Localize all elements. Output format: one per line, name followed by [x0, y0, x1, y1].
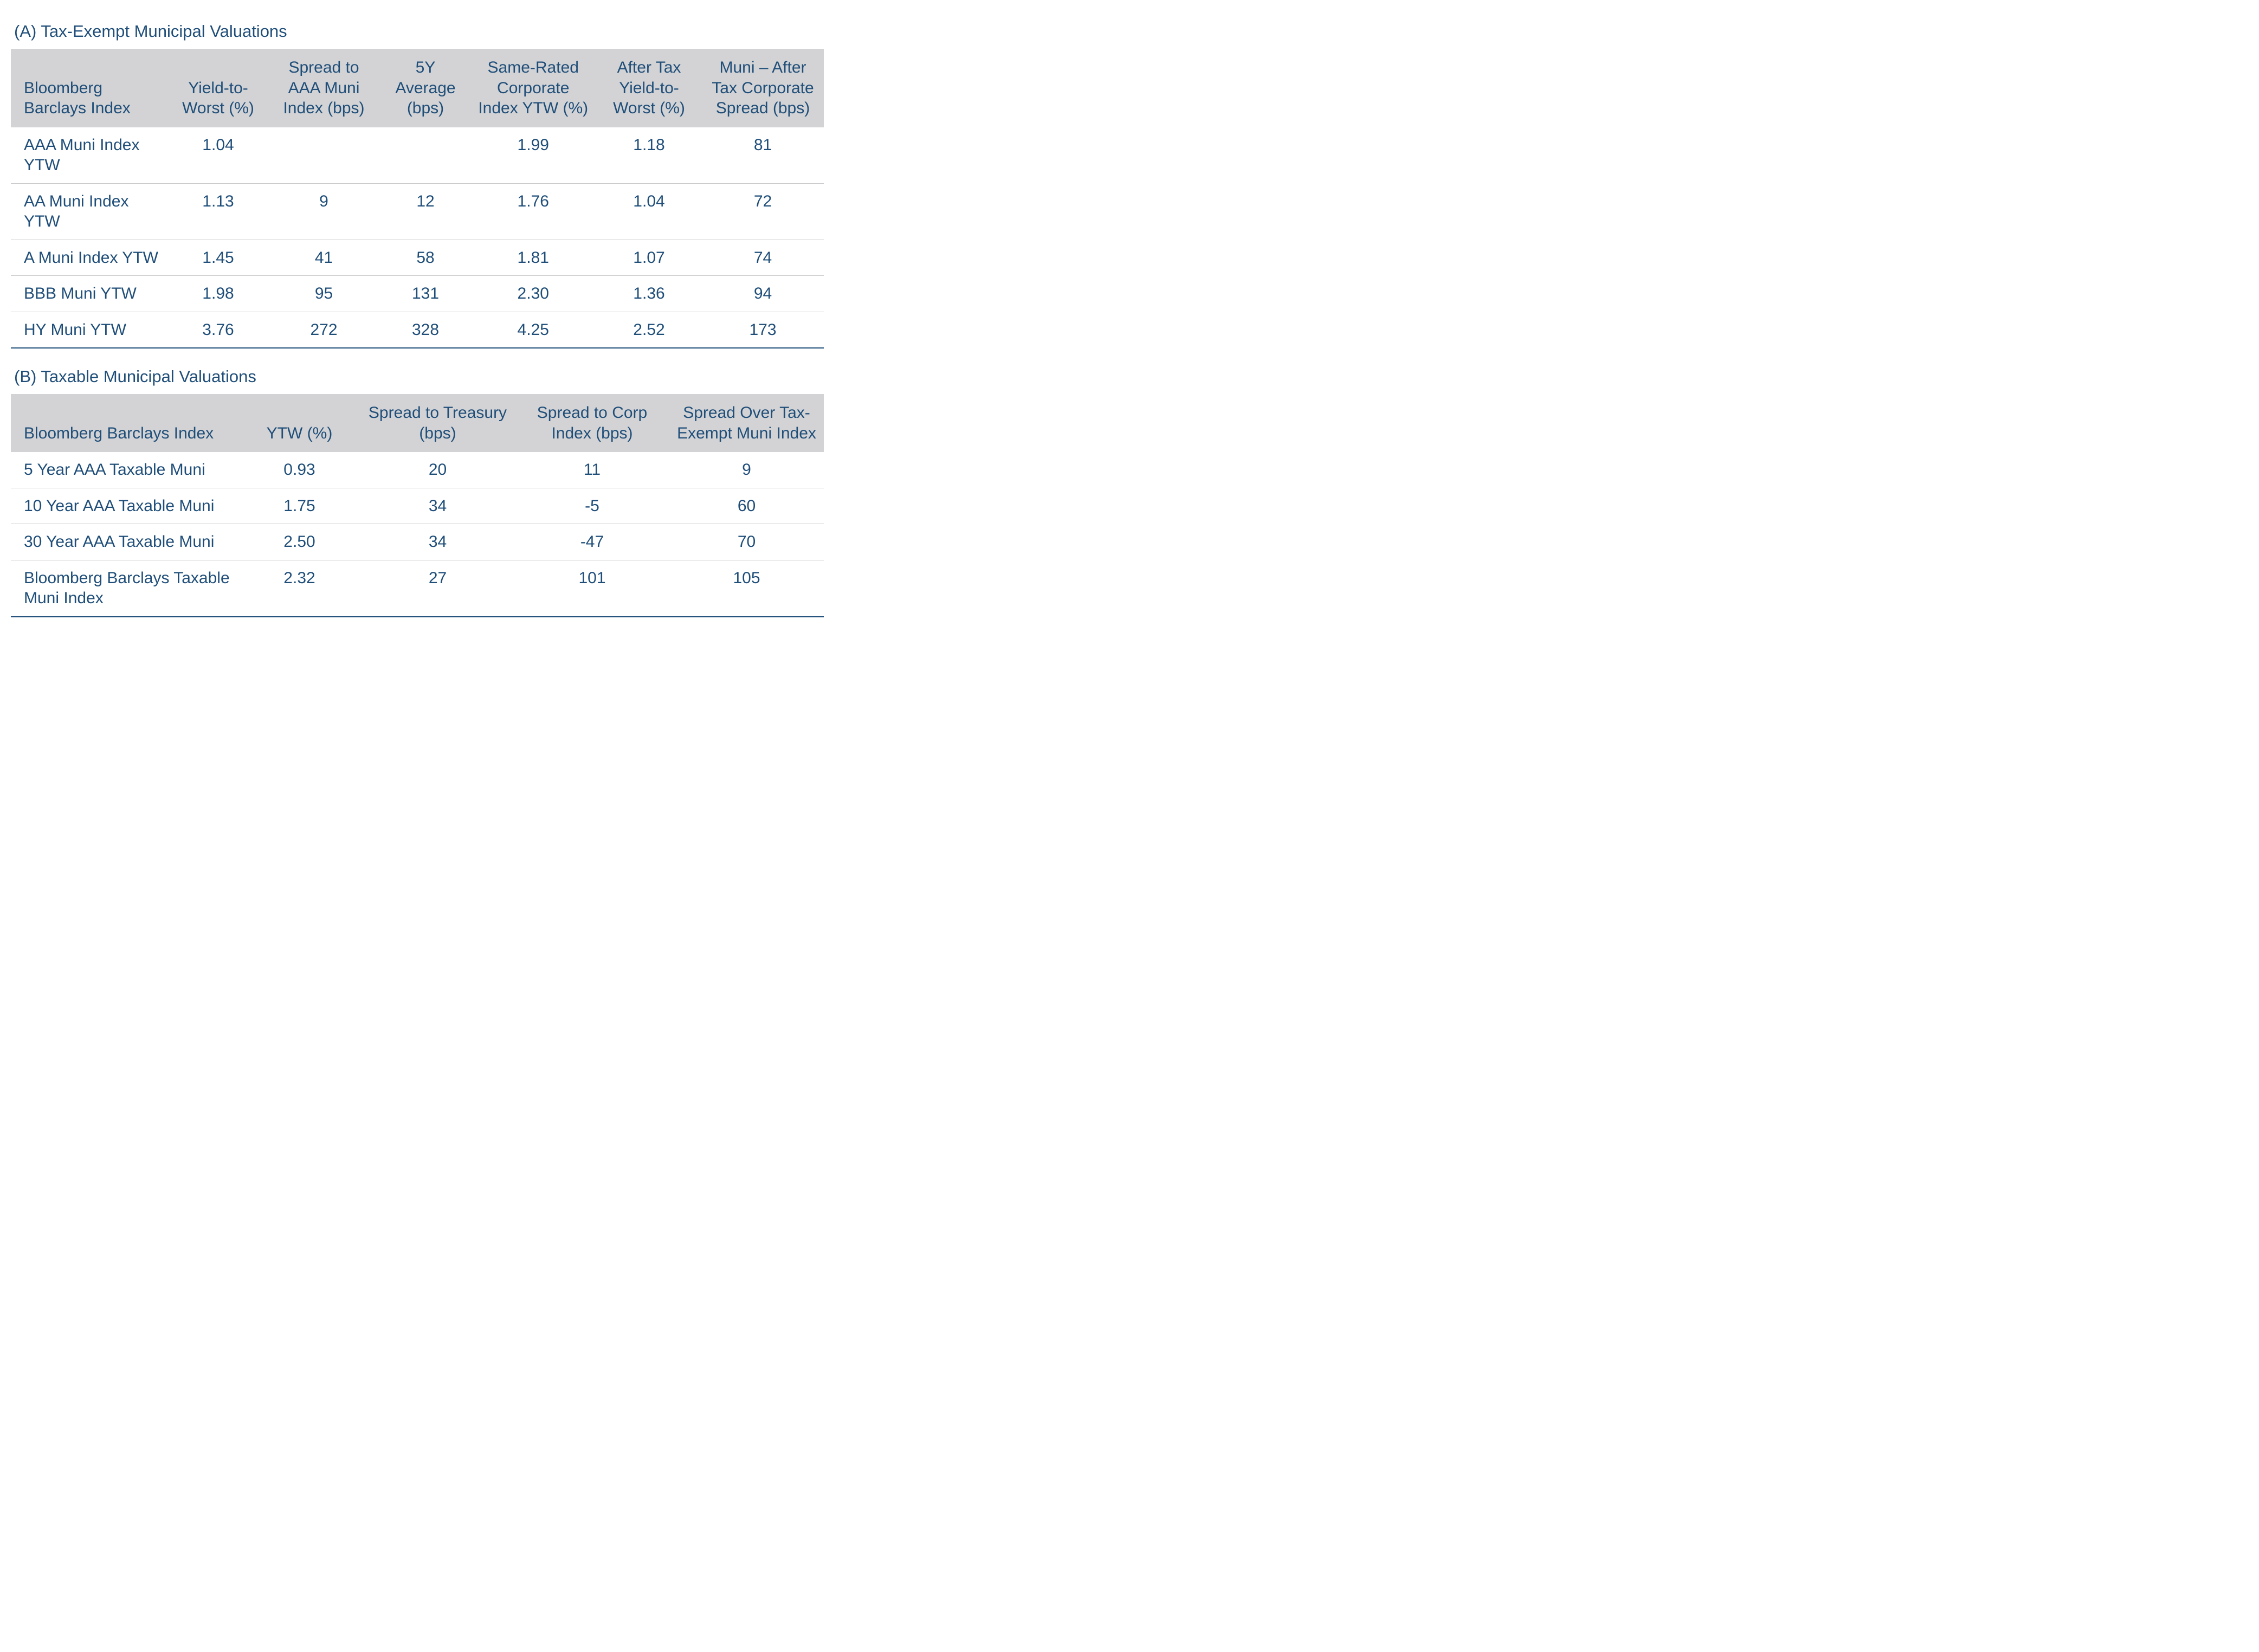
- cell: 173: [702, 312, 824, 348]
- cell: [381, 127, 470, 184]
- cell: 9: [267, 183, 381, 240]
- table-row: 30 Year AAA Taxable Muni 2.50 34 -47 70: [11, 524, 824, 560]
- cell: 34: [360, 524, 515, 560]
- cell: 81: [702, 127, 824, 184]
- col-header: Same-Rated Corporate Index YTW (%): [470, 49, 597, 127]
- cell: 1.07: [596, 240, 702, 276]
- table-row: 5 Year AAA Taxable Muni 0.93 20 11 9: [11, 452, 824, 488]
- cell: 9: [669, 452, 824, 488]
- col-header: Spread to AAA Muni Index (bps): [267, 49, 381, 127]
- cell: 12: [381, 183, 470, 240]
- table-b-header-row: Bloomberg Barclays Index YTW (%) Spread …: [11, 394, 824, 452]
- table-a: Bloomberg Barclays Index Yield-to-Worst …: [11, 49, 824, 349]
- cell: 4.25: [470, 312, 597, 348]
- cell: 58: [381, 240, 470, 276]
- cell: 272: [267, 312, 381, 348]
- section-b-title: (B) Taxable Municipal Valuations: [14, 367, 824, 386]
- cell: 34: [360, 488, 515, 524]
- cell: 70: [669, 524, 824, 560]
- cell: 3.76: [170, 312, 267, 348]
- cell: -5: [515, 488, 669, 524]
- col-header: After Tax Yield-to-Worst (%): [596, 49, 702, 127]
- cell: 74: [702, 240, 824, 276]
- col-header: 5Y Average (bps): [381, 49, 470, 127]
- col-header: Spread Over Tax-Exempt Muni Index: [669, 394, 824, 452]
- cell: [267, 127, 381, 184]
- cell: 27: [360, 560, 515, 617]
- cell: 1.76: [470, 183, 597, 240]
- cell: 1.18: [596, 127, 702, 184]
- col-header: Spread to Corp Index (bps): [515, 394, 669, 452]
- table-row: BBB Muni YTW 1.98 95 131 2.30 1.36 94: [11, 276, 824, 312]
- cell: 1.99: [470, 127, 597, 184]
- cell: 328: [381, 312, 470, 348]
- section-a-title: (A) Tax-Exempt Municipal Valuations: [14, 22, 824, 41]
- cell: BBB Muni YTW: [11, 276, 170, 312]
- table-b: Bloomberg Barclays Index YTW (%) Spread …: [11, 394, 824, 617]
- cell: 131: [381, 276, 470, 312]
- col-header: YTW (%): [238, 394, 360, 452]
- col-header: Yield-to-Worst (%): [170, 49, 267, 127]
- cell: AA Muni Index YTW: [11, 183, 170, 240]
- cell: 101: [515, 560, 669, 617]
- col-header: Muni – After Tax Corporate Spread (bps): [702, 49, 824, 127]
- cell: 1.13: [170, 183, 267, 240]
- table-row: HY Muni YTW 3.76 272 328 4.25 2.52 173: [11, 312, 824, 348]
- col-header: Bloomberg Barclays Index: [11, 394, 238, 452]
- table-row: AA Muni Index YTW 1.13 9 12 1.76 1.04 72: [11, 183, 824, 240]
- cell: 1.81: [470, 240, 597, 276]
- cell: 94: [702, 276, 824, 312]
- cell: 1.45: [170, 240, 267, 276]
- cell: 95: [267, 276, 381, 312]
- table-a-header-row: Bloomberg Barclays Index Yield-to-Worst …: [11, 49, 824, 127]
- table-row: Bloomberg Barclays Taxable Muni Index 2.…: [11, 560, 824, 617]
- cell: 1.04: [596, 183, 702, 240]
- cell: 30 Year AAA Taxable Muni: [11, 524, 238, 560]
- cell: 2.30: [470, 276, 597, 312]
- cell: 2.50: [238, 524, 360, 560]
- table-row: AAA Muni Index YTW 1.04 1.99 1.18 81: [11, 127, 824, 184]
- cell: A Muni Index YTW: [11, 240, 170, 276]
- cell: HY Muni YTW: [11, 312, 170, 348]
- cell: 10 Year AAA Taxable Muni: [11, 488, 238, 524]
- cell: 72: [702, 183, 824, 240]
- cell: 0.93: [238, 452, 360, 488]
- cell: Bloomberg Barclays Taxable Muni Index: [11, 560, 238, 617]
- cell: -47: [515, 524, 669, 560]
- cell: 20: [360, 452, 515, 488]
- cell: 5 Year AAA Taxable Muni: [11, 452, 238, 488]
- cell: 1.04: [170, 127, 267, 184]
- table-row: A Muni Index YTW 1.45 41 58 1.81 1.07 74: [11, 240, 824, 276]
- cell: 41: [267, 240, 381, 276]
- cell: 1.98: [170, 276, 267, 312]
- cell: AAA Muni Index YTW: [11, 127, 170, 184]
- table-row: 10 Year AAA Taxable Muni 1.75 34 -5 60: [11, 488, 824, 524]
- col-header: Bloomberg Barclays Index: [11, 49, 170, 127]
- cell: 105: [669, 560, 824, 617]
- cell: 2.52: [596, 312, 702, 348]
- col-header: Spread to Treasury (bps): [360, 394, 515, 452]
- cell: 1.75: [238, 488, 360, 524]
- cell: 11: [515, 452, 669, 488]
- cell: 2.32: [238, 560, 360, 617]
- cell: 1.36: [596, 276, 702, 312]
- cell: 60: [669, 488, 824, 524]
